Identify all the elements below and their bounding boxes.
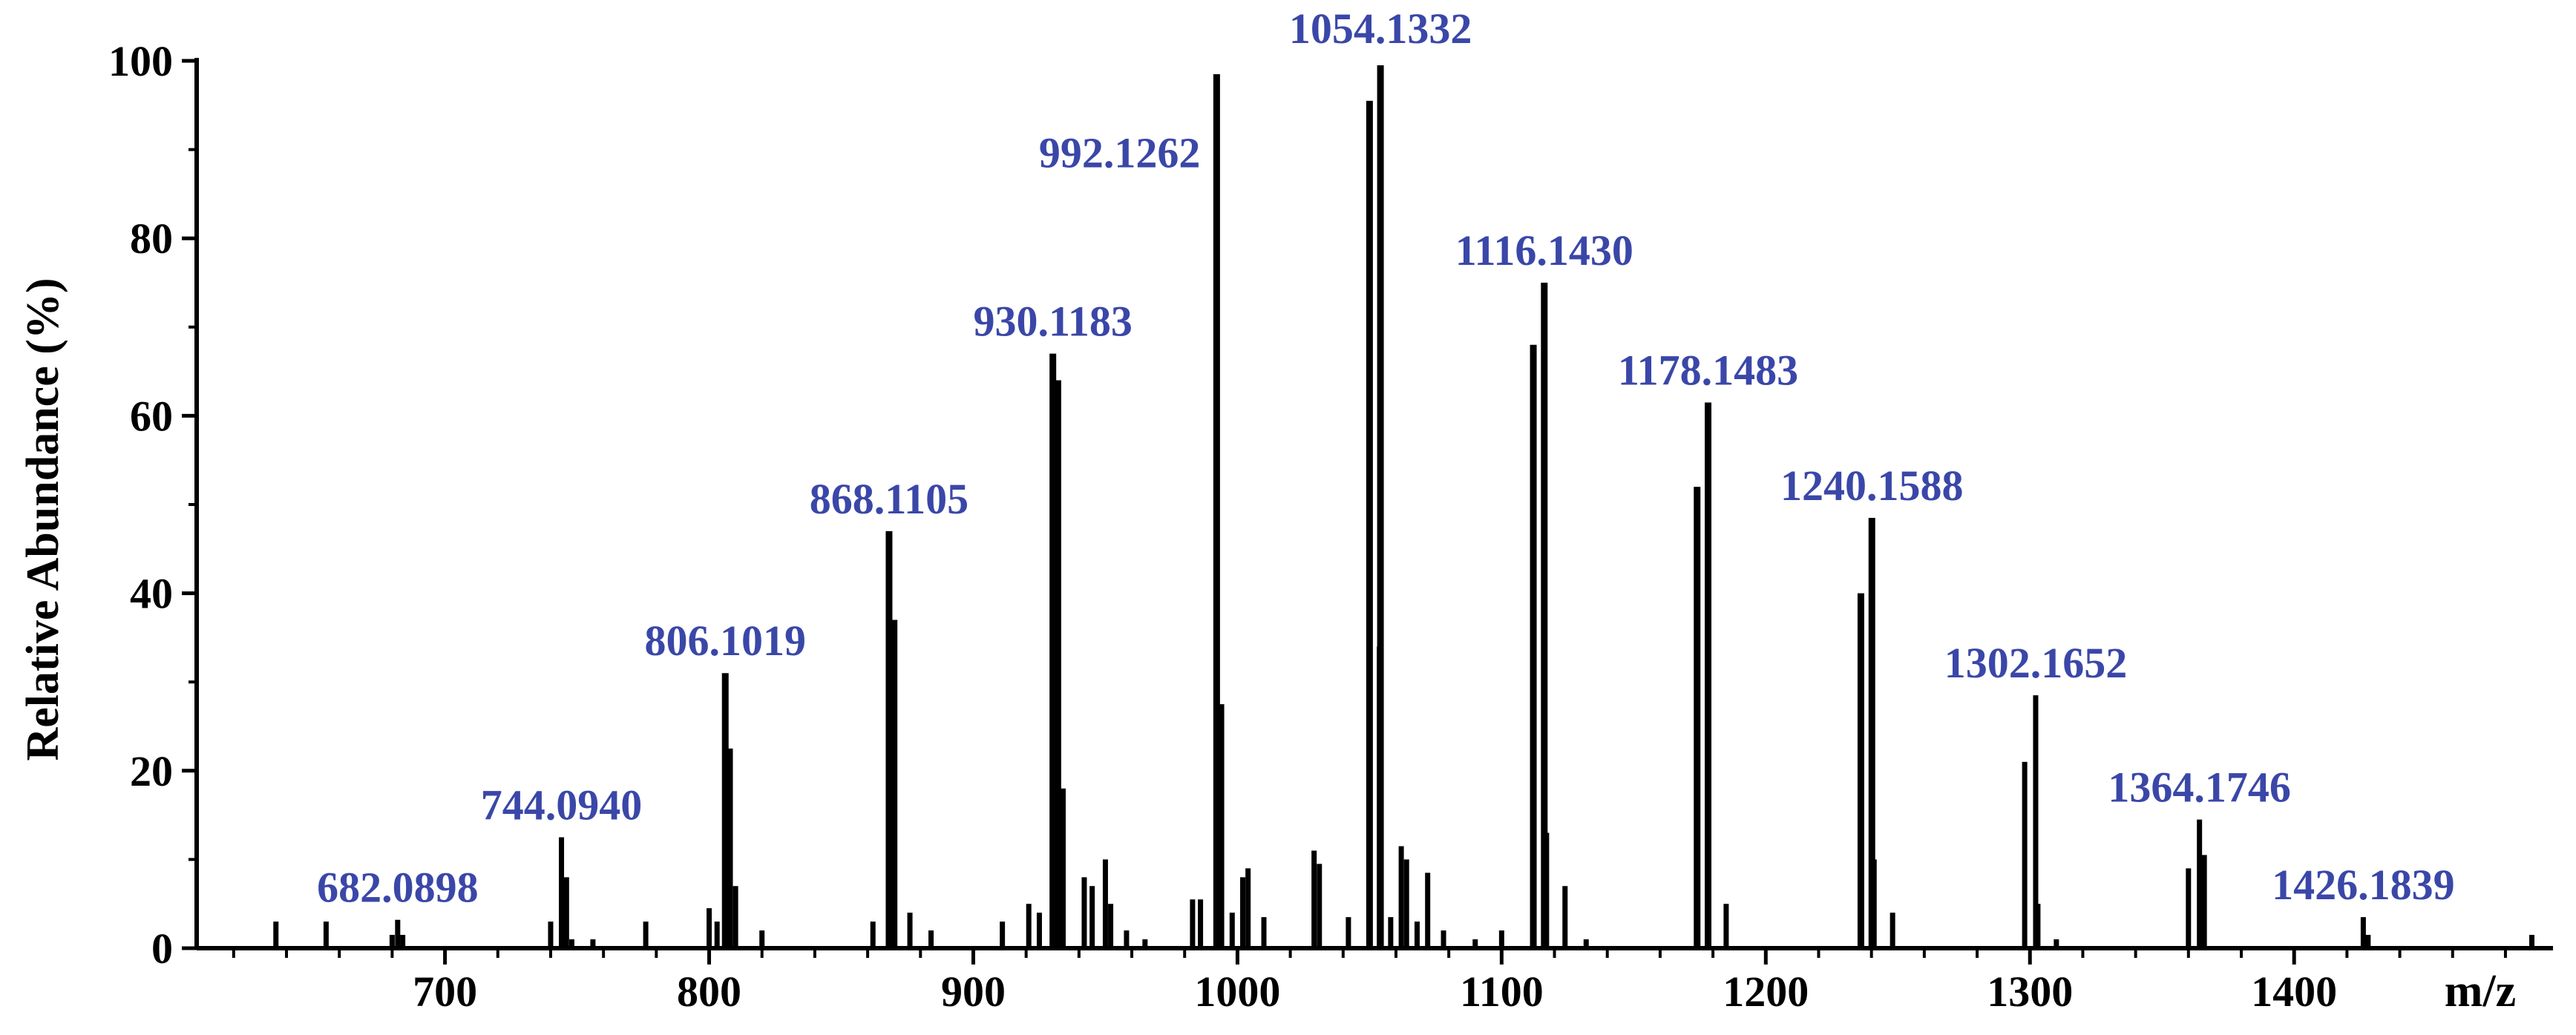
peak-label: 1116.1430 (1455, 226, 1633, 275)
y-tick-label: 100 (108, 37, 173, 85)
x-tick-label: 1000 (1194, 967, 1280, 1016)
peak-label: 744.0940 (481, 781, 643, 829)
peak-label: 930.1183 (974, 298, 1133, 346)
y-tick-label: 60 (130, 392, 173, 440)
y-tick-label: 80 (130, 214, 173, 263)
x-tick-label: 900 (941, 967, 1006, 1016)
peak-label: 1054.1332 (1289, 4, 1472, 53)
y-tick-label: 0 (151, 924, 173, 973)
x-tick-label: 800 (677, 967, 741, 1016)
peak-label: 806.1019 (644, 617, 806, 665)
x-axis-title: m/z (2445, 966, 2516, 1016)
peaks-layer (273, 65, 2535, 948)
peak-label: 1364.1746 (2108, 763, 2291, 812)
peak-label: 1240.1588 (1780, 461, 1964, 510)
peak-label: 682.0898 (317, 864, 479, 912)
x-tick-label: 1300 (1987, 967, 2073, 1016)
x-tick-label: 1100 (1460, 967, 1544, 1016)
axes-layer: 0 20 40 60 80 100 700 800 900 1000 1100 1200 1300 140… (108, 37, 2553, 1016)
peak-label: 1302.1652 (1944, 639, 2128, 687)
x-tick-label: 1400 (2251, 967, 2337, 1016)
peak-label: 1426.1839 (2272, 861, 2455, 909)
peak-label: 868.1105 (810, 475, 969, 523)
peak-label: 1178.1483 (1618, 346, 1798, 394)
y-tick-label: 40 (130, 570, 173, 618)
x-tick-label: 700 (413, 967, 477, 1016)
x-tick-label: 1200 (1723, 967, 1809, 1016)
y-axis-title: Relative Abundance (%) (18, 278, 68, 761)
peak-label: 992.1262 (1039, 129, 1201, 177)
y-tick-label: 20 (130, 747, 173, 795)
